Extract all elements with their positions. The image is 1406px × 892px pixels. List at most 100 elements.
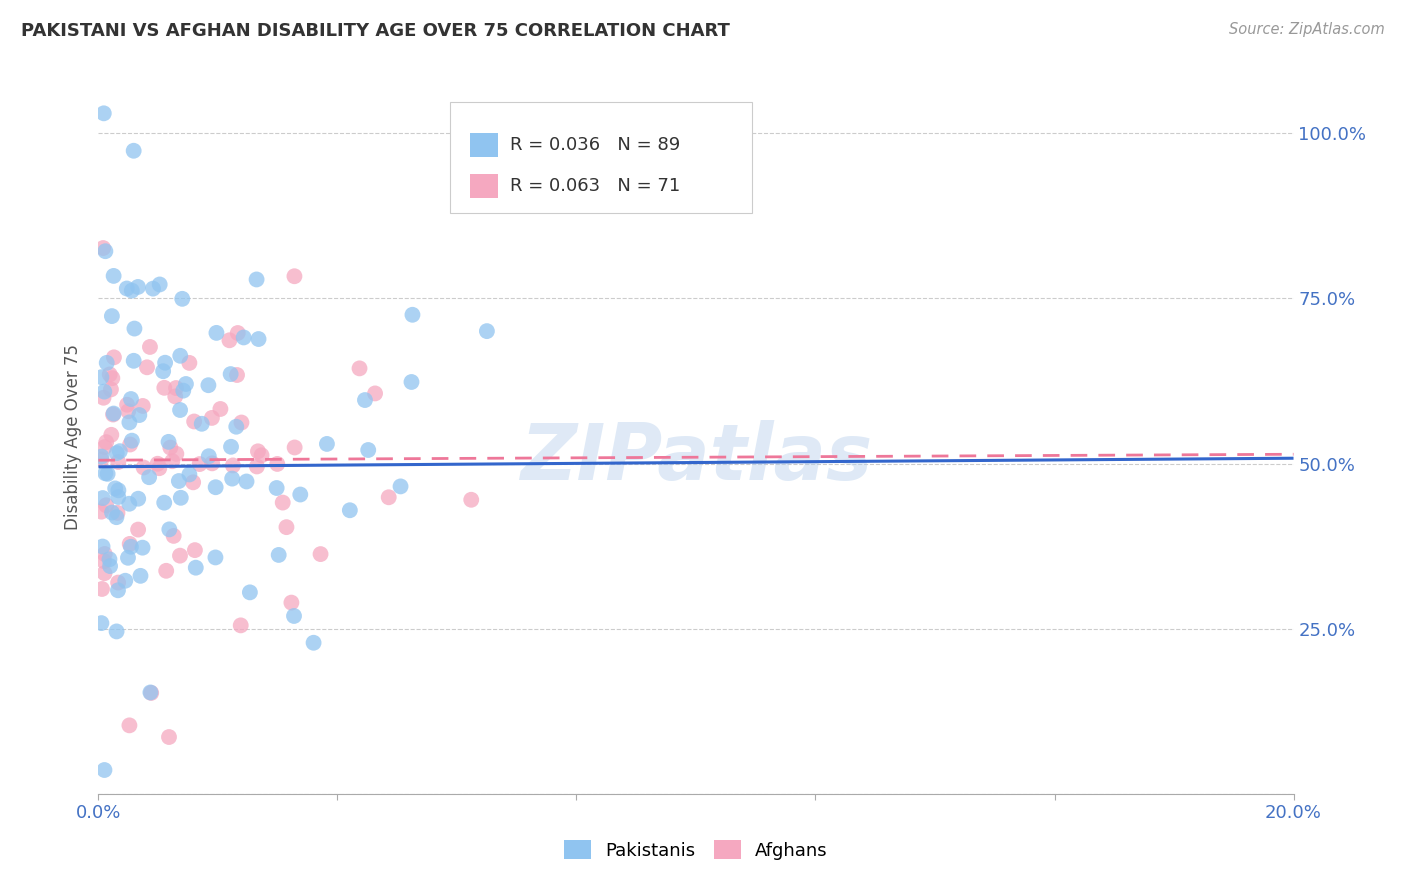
Point bbox=[120, 540, 142, 554]
Point bbox=[205, 326, 228, 340]
Point bbox=[219, 367, 242, 381]
Point bbox=[146, 457, 169, 471]
Point bbox=[401, 308, 423, 322]
Point bbox=[94, 467, 117, 481]
Point bbox=[165, 447, 187, 461]
Point bbox=[127, 523, 149, 537]
Y-axis label: Disability Age Over 75: Disability Age Over 75 bbox=[65, 344, 83, 530]
Point bbox=[209, 402, 232, 417]
Point bbox=[105, 446, 128, 460]
Point bbox=[105, 510, 128, 524]
Point bbox=[120, 392, 142, 406]
Point bbox=[107, 490, 129, 504]
Point bbox=[122, 144, 145, 158]
Point bbox=[201, 456, 224, 470]
Point bbox=[475, 324, 498, 338]
Point bbox=[96, 356, 118, 370]
Point bbox=[184, 543, 207, 558]
Point bbox=[101, 309, 124, 323]
Point bbox=[117, 404, 139, 418]
Point bbox=[91, 241, 114, 255]
Point bbox=[100, 427, 122, 442]
Point bbox=[204, 550, 226, 565]
Point bbox=[104, 482, 127, 496]
Point bbox=[136, 360, 159, 375]
Point bbox=[221, 472, 243, 486]
Point bbox=[364, 386, 387, 401]
Point bbox=[179, 467, 201, 482]
Point bbox=[162, 454, 184, 468]
Point bbox=[170, 491, 193, 505]
Point bbox=[114, 574, 136, 588]
Point bbox=[165, 381, 187, 395]
Point bbox=[103, 351, 125, 365]
Point bbox=[139, 340, 162, 354]
Point bbox=[181, 475, 204, 490]
Point bbox=[354, 392, 377, 407]
Point bbox=[97, 467, 120, 481]
Point bbox=[141, 686, 163, 700]
Point bbox=[316, 437, 339, 451]
Point bbox=[127, 280, 149, 294]
Point bbox=[122, 353, 145, 368]
Point bbox=[231, 416, 253, 430]
Point bbox=[280, 596, 302, 610]
Text: R = 0.036   N = 89: R = 0.036 N = 89 bbox=[510, 136, 681, 154]
Text: PAKISTANI VS AFGHAN DISABILITY AGE OVER 75 CORRELATION CHART: PAKISTANI VS AFGHAN DISABILITY AGE OVER … bbox=[21, 22, 730, 40]
Point bbox=[115, 398, 138, 412]
Point bbox=[100, 383, 122, 397]
Legend: Pakistanis, Afghans: Pakistanis, Afghans bbox=[557, 833, 835, 867]
Point bbox=[118, 718, 141, 732]
Point bbox=[153, 381, 176, 395]
Point bbox=[283, 609, 305, 624]
Point bbox=[172, 292, 194, 306]
Point bbox=[197, 449, 219, 463]
Point bbox=[103, 407, 125, 421]
Point bbox=[91, 540, 114, 554]
Point bbox=[90, 370, 112, 384]
Point bbox=[290, 487, 312, 501]
Point bbox=[94, 244, 117, 259]
Point bbox=[94, 498, 117, 512]
Point bbox=[245, 272, 267, 286]
Point bbox=[142, 282, 165, 296]
Point bbox=[93, 384, 115, 399]
Point bbox=[155, 564, 177, 578]
Point bbox=[157, 730, 180, 744]
Point bbox=[93, 566, 115, 581]
Point bbox=[139, 685, 162, 699]
Point bbox=[357, 442, 380, 457]
Point bbox=[239, 585, 262, 599]
Point bbox=[169, 403, 191, 417]
Point bbox=[108, 444, 131, 458]
Point bbox=[190, 417, 212, 431]
Point bbox=[91, 491, 114, 505]
Point bbox=[107, 583, 129, 598]
Point bbox=[197, 378, 219, 392]
Point bbox=[107, 455, 129, 469]
Point bbox=[127, 491, 149, 506]
Point bbox=[107, 575, 129, 590]
Point bbox=[93, 547, 115, 561]
Point bbox=[235, 475, 257, 489]
Point bbox=[101, 408, 124, 422]
Point bbox=[172, 384, 194, 398]
Point bbox=[115, 281, 138, 295]
Point bbox=[107, 506, 129, 520]
Point bbox=[159, 441, 181, 455]
Point bbox=[188, 457, 211, 471]
Point bbox=[149, 277, 172, 292]
Point bbox=[120, 437, 142, 451]
Point bbox=[302, 636, 325, 650]
Point bbox=[460, 492, 482, 507]
Point bbox=[401, 375, 423, 389]
Text: R = 0.063   N = 71: R = 0.063 N = 71 bbox=[510, 178, 681, 195]
Point bbox=[283, 269, 305, 284]
Point bbox=[105, 624, 128, 639]
Point bbox=[309, 547, 332, 561]
Point bbox=[218, 333, 240, 347]
Point bbox=[339, 503, 361, 517]
Point bbox=[349, 361, 371, 376]
Point bbox=[276, 520, 298, 534]
Point bbox=[163, 529, 186, 543]
